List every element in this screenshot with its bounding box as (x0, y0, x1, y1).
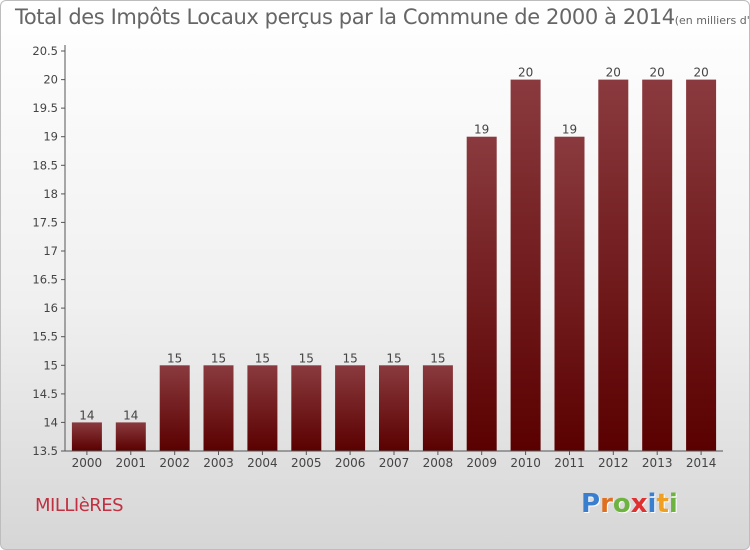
y-tick-label-17: 17 (43, 244, 58, 258)
value-label-2000: 14 (79, 408, 94, 422)
y-tick-label-15.5: 15.5 (32, 330, 58, 344)
y-tick-label-13.5: 13.5 (32, 444, 58, 458)
value-label-2008: 15 (430, 351, 445, 365)
x-tick-label-2010: 2010 (510, 456, 541, 470)
bar-2002 (159, 365, 190, 451)
x-tick-label-2004: 2004 (247, 456, 278, 470)
value-label-2003: 15 (211, 351, 226, 365)
x-tick-label-2012: 2012 (598, 456, 629, 470)
logo-letter: r (600, 489, 613, 519)
bar-2013 (642, 79, 673, 451)
logo-letter: i (647, 489, 657, 519)
value-label-2001: 14 (123, 408, 138, 422)
bar-2006 (335, 365, 366, 451)
bar-2001 (115, 422, 146, 451)
x-tick-label-2001: 2001 (116, 456, 147, 470)
chart-title-unit: (en milliers d'€) (674, 14, 750, 27)
value-label-2009: 19 (474, 123, 489, 137)
x-tick-label-2013: 2013 (642, 456, 673, 470)
bar-2004 (247, 365, 278, 451)
x-tick-label-2007: 2007 (379, 456, 410, 470)
y-tick-label-20: 20 (43, 73, 58, 87)
commune-name: MILLIèRES (35, 495, 124, 516)
y-tick-label-14: 14 (43, 415, 58, 429)
y-tick-label-16.5: 16.5 (32, 273, 58, 287)
x-tick-label-2006: 2006 (335, 456, 366, 470)
bar-2007 (379, 365, 409, 451)
y-tick-label-20.5: 20.5 (32, 44, 58, 58)
x-tick-label-2011: 2011 (554, 456, 585, 470)
value-label-2011: 19 (562, 123, 577, 137)
value-label-2004: 15 (255, 351, 270, 365)
value-label-2010: 20 (518, 66, 533, 80)
chart-title: Total des Impôts Locaux perçus par la Co… (15, 5, 750, 29)
y-tick-label-17.5: 17.5 (32, 215, 58, 229)
x-tick-label-2000: 2000 (72, 456, 103, 470)
x-tick-label-2008: 2008 (423, 456, 454, 470)
bar-2009 (466, 136, 497, 451)
x-tick-label-2009: 2009 (466, 456, 497, 470)
logo-letter: P (581, 489, 601, 519)
value-label-2012: 20 (606, 66, 621, 80)
logo-letter: i (668, 489, 678, 519)
bar-2014 (686, 79, 717, 451)
logo-letter: t (656, 489, 669, 519)
bar-2010 (510, 79, 541, 451)
y-tick-label-15: 15 (43, 358, 58, 372)
value-label-2014: 20 (693, 66, 708, 80)
x-tick-label-2003: 2003 (203, 456, 234, 470)
value-label-2006: 15 (342, 351, 357, 365)
value-label-2002: 15 (167, 351, 182, 365)
y-tick-label-19: 19 (43, 130, 58, 144)
y-tick-label-18.5: 18.5 (32, 158, 58, 172)
logo-letter: o (612, 489, 631, 519)
y-tick-label-14.5: 14.5 (32, 387, 58, 401)
bar-2008 (422, 365, 453, 451)
bar-2012 (598, 79, 629, 451)
y-tick-label-19.5: 19.5 (32, 101, 58, 115)
bar-2005 (291, 365, 322, 451)
proxiti-logo[interactable]: Proxiti (581, 489, 678, 519)
y-tick-label-16: 16 (43, 301, 58, 315)
bar-2011 (554, 136, 585, 451)
x-tick-label-2002: 2002 (159, 456, 190, 470)
x-tick-label-2005: 2005 (291, 456, 322, 470)
value-label-2007: 15 (386, 351, 401, 365)
x-tick-label-2014: 2014 (686, 456, 717, 470)
value-label-2005: 15 (299, 351, 314, 365)
logo-letter: x (630, 489, 648, 519)
value-label-2013: 20 (650, 66, 665, 80)
bar-2000 (71, 422, 102, 451)
y-tick-label-18: 18 (43, 187, 58, 201)
bar-2003 (203, 365, 234, 451)
